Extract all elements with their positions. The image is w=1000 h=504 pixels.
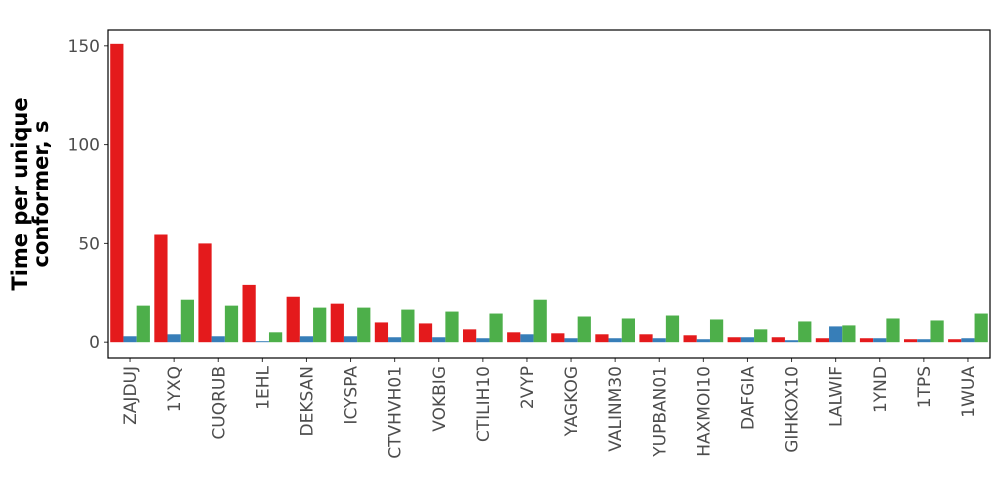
x-tick-label: ICYSPA: [342, 366, 362, 425]
bar-CTVHVH01-series-1: [374, 322, 389, 343]
x-axis: ZAJDUJ 1YXQ CUQRUB 1EHL DEKSAN ICYSPA CTVHVH01…: [121, 358, 979, 459]
bar-ICYSPA-series-3: [357, 307, 371, 343]
x-tick-label: 2VYP: [518, 366, 538, 409]
bar-1WUA-series-1: [948, 339, 962, 343]
bar-ICYSPA-series-1: [330, 303, 344, 343]
bar-VALINM30-series-2: [608, 338, 622, 343]
x-tick-label: 1TPS: [915, 366, 935, 408]
bar-VALINM30-series-1: [595, 334, 609, 343]
y-axis-title-line-1: Time per unique: [8, 97, 32, 290]
bar-CTILIH10-series-1: [463, 329, 477, 343]
x-tick-label: 1EHL: [253, 365, 273, 409]
bar-ZAJDUJ-series-3: [136, 305, 150, 343]
bar-ICYSPA-series-2: [343, 336, 358, 343]
x-tick-label: CTILIH10: [474, 366, 494, 442]
bar-CTVHVH01-series-3: [401, 309, 415, 343]
plot-frame: [107, 29, 991, 359]
bar-GIHKOX10-series-1: [771, 337, 785, 343]
bar-DAFGIA-series-2: [740, 337, 755, 343]
bar-LALWIF-series-1: [815, 338, 830, 343]
bar-CUQRUB-series-2: [211, 336, 225, 343]
x-tick-label: HAXMOI10: [694, 366, 714, 457]
bar-1WUA-series-3: [974, 313, 988, 343]
bar-HAXMOI10-series-1: [683, 335, 697, 343]
x-tick-label: VOKBIG: [430, 366, 450, 432]
bar-1EHL-series-1: [242, 284, 256, 343]
bar-HAXMOI10-series-3: [709, 319, 724, 343]
bar-1YXQ-series-1: [154, 234, 168, 343]
bar-DEKSAN-series-1: [286, 296, 300, 343]
bar-VOKBIG-series-1: [418, 323, 433, 343]
x-tick-label: CUQRUB: [209, 366, 229, 440]
x-tick-label: 1YXQ: [165, 366, 185, 412]
bar-1YND-series-1: [859, 338, 874, 343]
x-tick-label: CTVHVH01: [386, 366, 406, 459]
bar-CUQRUB-series-1: [198, 243, 212, 343]
x-tick-label: YAGKOG: [562, 366, 582, 437]
y-tick-label: 150: [68, 37, 100, 57]
bar-CTILIH10-series-2: [476, 338, 490, 343]
bar-CTILIH10-series-3: [489, 313, 503, 343]
bar-1WUA-series-2: [961, 338, 975, 343]
bars-layer: [110, 43, 988, 343]
x-tick-label: 1WUA: [959, 366, 979, 418]
bar-ZAJDUJ-series-1: [110, 43, 124, 343]
bar-CUQRUB-series-3: [224, 305, 239, 343]
bar-VALINM30-series-3: [621, 318, 635, 343]
bar-YAGKOG-series-2: [564, 338, 578, 343]
y-tick-label: 100: [68, 136, 100, 156]
y-axis-title-line-2: conformer, s: [29, 121, 53, 268]
x-tick-label: GIHKOX10: [783, 366, 803, 453]
bar-YUPBAN01-series-2: [652, 338, 666, 343]
bar-1TPS-series-2: [917, 339, 931, 343]
x-tick-label: VALINM30: [606, 366, 626, 452]
bar-1YXQ-series-3: [180, 299, 194, 343]
bar-YUPBAN01-series-1: [639, 334, 653, 343]
bar-GIHKOX10-series-2: [784, 340, 799, 343]
bar-2VYP-series-3: [533, 299, 547, 343]
x-tick-label: 1YND: [871, 366, 891, 413]
bar-1YND-series-2: [873, 338, 887, 343]
x-tick-label: LALWIF: [827, 366, 847, 427]
y-tick-label: 50: [78, 234, 100, 254]
bar-VOKBIG-series-3: [445, 311, 459, 343]
bar-DAFGIA-series-1: [727, 337, 741, 343]
bar-YAGKOG-series-1: [551, 333, 565, 343]
bar-LALWIF-series-2: [829, 326, 843, 343]
x-tick-label: ZAJDUJ: [121, 366, 141, 425]
bar-DAFGIA-series-3: [754, 329, 768, 343]
bar-GIHKOX10-series-3: [798, 321, 812, 343]
bar-YUPBAN01-series-3: [665, 315, 680, 343]
x-tick-label: DAFGIA: [738, 366, 758, 430]
bar-CTVHVH01-series-2: [388, 337, 402, 343]
bar-1EHL-series-3: [268, 332, 283, 343]
bar-1YXQ-series-2: [167, 334, 181, 343]
bar-DEKSAN-series-2: [299, 336, 314, 343]
bar-LALWIF-series-3: [842, 325, 856, 343]
bar-2VYP-series-2: [520, 334, 534, 343]
x-tick-label: YUPBAN01: [650, 366, 670, 458]
bar-DEKSAN-series-3: [313, 307, 327, 343]
bar-VOKBIG-series-2: [432, 337, 446, 343]
bar-1YND-series-3: [886, 318, 900, 343]
y-tick-label: 0: [89, 333, 100, 353]
bar-1TPS-series-1: [904, 339, 918, 343]
x-tick-label: DEKSAN: [297, 366, 317, 436]
bar-HAXMOI10-series-2: [696, 339, 710, 343]
y-axis: 0 50 100 150: [68, 37, 108, 353]
bar-2VYP-series-1: [507, 332, 521, 343]
bar-ZAJDUJ-series-2: [123, 336, 137, 343]
bar-1TPS-series-3: [930, 320, 944, 343]
bar-1EHL-series-2: [255, 341, 269, 343]
bar-YAGKOG-series-3: [577, 316, 591, 343]
